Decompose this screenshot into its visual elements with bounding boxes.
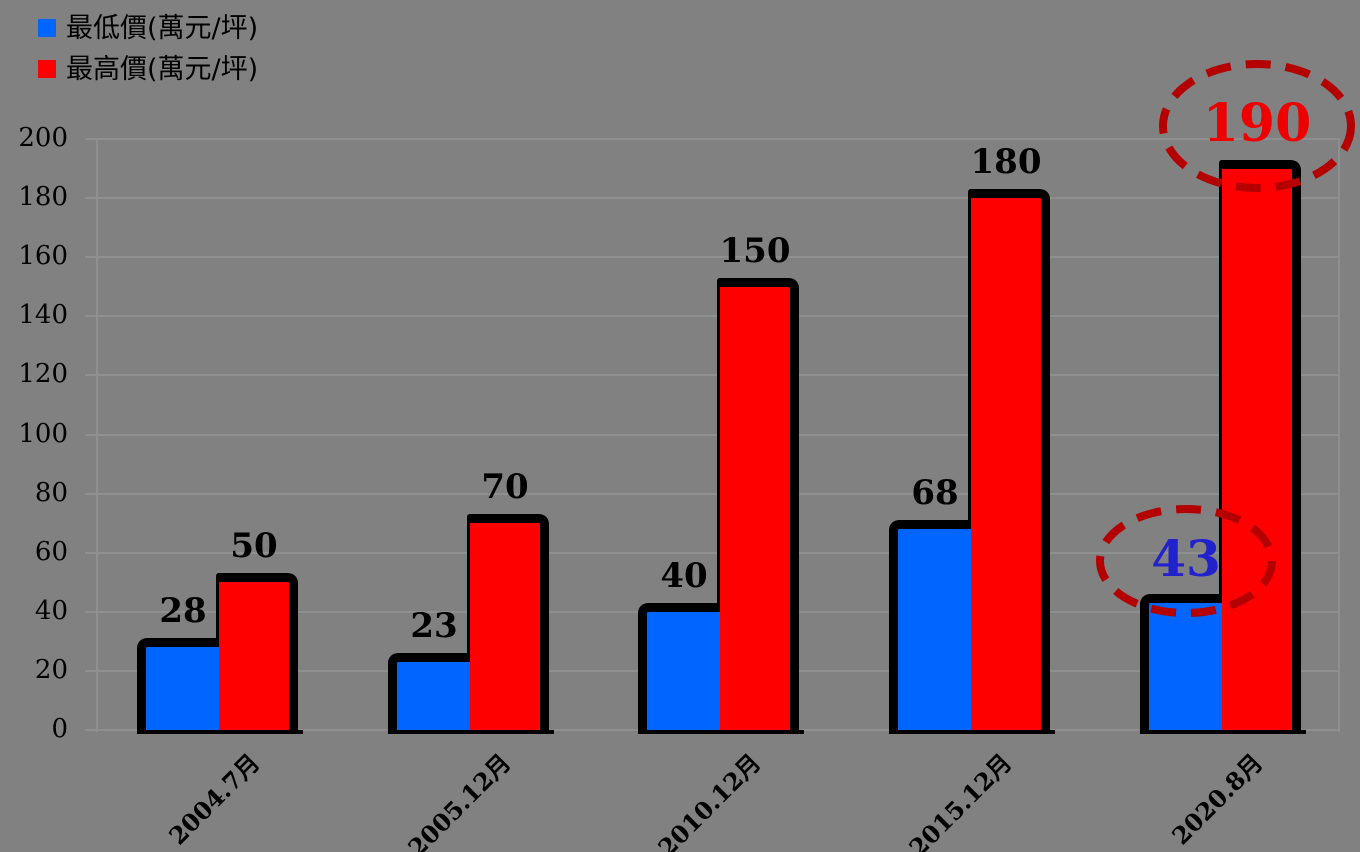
grid-line-80 — [85, 492, 1340, 495]
bar-pair-2020.8月 — [1140, 730, 1306, 734]
grid-line-60 — [85, 551, 1340, 554]
annotation-ellipse-190 — [1155, 56, 1359, 196]
grid-line-200 — [85, 138, 1340, 140]
y-tick-label: 40 — [34, 595, 68, 626]
grid-line-180 — [85, 197, 1340, 200]
grid-line-120 — [85, 374, 1340, 377]
annotation-ellipse-43 — [1092, 501, 1280, 621]
plot-right-edge — [1338, 138, 1340, 732]
bar-label-min-2015.12月: 68 — [911, 473, 959, 514]
bar-min-2005.12月 — [388, 653, 470, 730]
y-tick-label: 200 — [18, 123, 68, 153]
y-tick-label: 120 — [18, 359, 68, 390]
bar-pair-2005.12月 — [388, 730, 554, 734]
legend-item-max: 最高價(萬元/坪) — [38, 51, 258, 87]
bar-pair-2004.7月 — [137, 730, 303, 734]
y-axis-line — [96, 138, 98, 732]
legend-swatch-min — [38, 19, 56, 37]
bar-max-2005.12月 — [467, 514, 549, 730]
dashed-ellipse-icon — [1159, 59, 1355, 192]
x-axis-label-2004.7月: 2004.7月 — [162, 747, 266, 851]
bar-min-2020.8月 — [1140, 593, 1222, 730]
legend-label-min: 最低價(萬元/坪) — [66, 12, 259, 44]
bar-min-2004.7月 — [137, 638, 219, 730]
bar-max-2015.12月 — [968, 189, 1050, 730]
grid-line-140 — [85, 315, 1340, 318]
bar-pair-2010.12月 — [638, 730, 804, 734]
bar-pair-2015.12月 — [889, 730, 1055, 734]
bar-label-max-2020.8月: 190 — [1202, 92, 1312, 154]
legend-label-max: 最高價(萬元/坪) — [66, 53, 259, 85]
grid-line-100 — [85, 433, 1340, 436]
bar-min-2010.12月 — [638, 602, 720, 730]
y-tick-label: 80 — [34, 477, 68, 508]
bar-max-2020.8月 — [1219, 159, 1301, 730]
bar-label-min-2005.12月: 23 — [410, 606, 458, 647]
y-tick-label: 100 — [18, 418, 68, 449]
legend-item-min: 最低價(萬元/坪) — [38, 10, 258, 46]
bar-label-max-2015.12月: 180 — [970, 142, 1042, 183]
y-tick-label: 60 — [34, 536, 68, 567]
x-axis-label-2020.8月: 2020.8月 — [1165, 747, 1269, 851]
x-axis-label-2010.12月: 2010.12月 — [652, 747, 767, 852]
bar-label-min-2010.12月: 40 — [660, 555, 708, 596]
bar-max-2004.7月 — [216, 573, 298, 730]
y-tick-label: 160 — [18, 241, 68, 272]
y-tick-label: 140 — [18, 300, 68, 331]
y-tick-label: 20 — [34, 654, 68, 685]
chart-legend: 最低價(萬元/坪) 最高價(萬元/坪) — [38, 10, 258, 92]
dashed-ellipse-icon — [1096, 504, 1276, 617]
grid-line-160 — [85, 256, 1340, 259]
bar-label-max-2005.12月: 70 — [481, 467, 529, 508]
x-axis-label-2015.12月: 2015.12月 — [903, 747, 1018, 852]
bar-label-max-2004.7月: 50 — [230, 526, 278, 567]
bar-max-2010.12月 — [717, 277, 799, 730]
bar-label-max-2010.12月: 150 — [719, 230, 791, 271]
bar-min-2015.12月 — [889, 520, 971, 730]
legend-swatch-max — [38, 60, 56, 78]
y-tick-label: 180 — [18, 182, 68, 213]
y-tick-label: 0 — [51, 714, 68, 744]
x-axis-label-2005.12月: 2005.12月 — [402, 747, 517, 852]
bar-label-min-2004.7月: 28 — [159, 591, 207, 632]
bar-label-min-2020.8月: 43 — [1151, 528, 1221, 588]
